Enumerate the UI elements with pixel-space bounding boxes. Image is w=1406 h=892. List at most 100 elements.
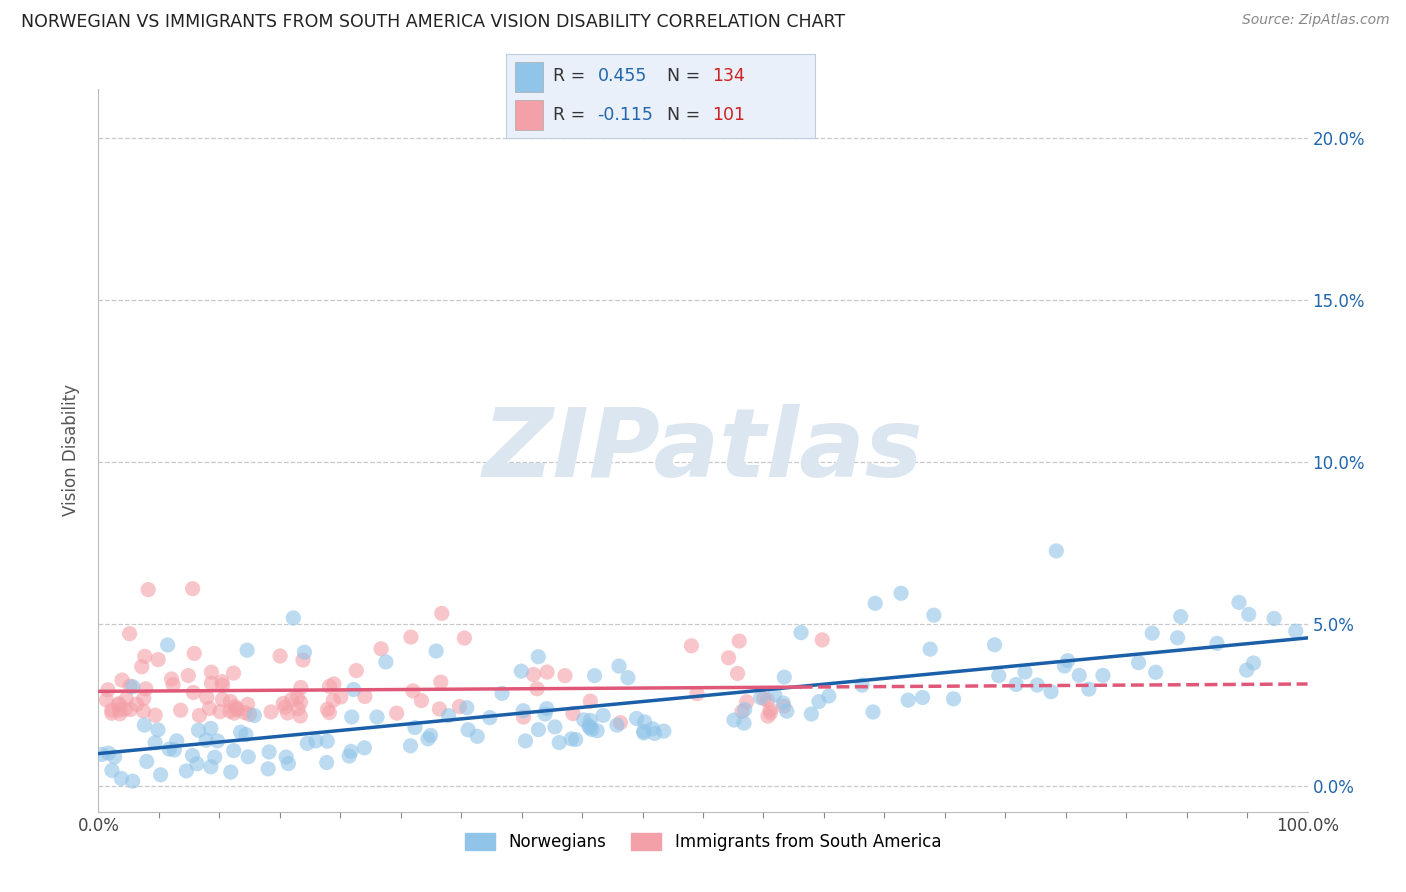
Point <box>1091 668 1114 682</box>
Point <box>437 708 460 723</box>
Point <box>772 699 794 714</box>
Point <box>851 678 873 692</box>
Point <box>385 706 408 720</box>
Point <box>734 702 756 716</box>
Point <box>425 644 447 658</box>
Point <box>104 750 127 764</box>
Point <box>609 715 631 730</box>
Point <box>419 728 441 742</box>
Point <box>322 677 344 691</box>
Point <box>862 705 884 719</box>
Text: N =: N = <box>666 68 706 86</box>
Text: -0.115: -0.115 <box>598 105 654 123</box>
Point <box>271 697 294 711</box>
Point <box>211 692 233 706</box>
Point <box>235 728 257 742</box>
Point <box>548 735 571 749</box>
Point <box>633 726 655 740</box>
Point <box>329 690 352 704</box>
Point <box>188 708 211 723</box>
Point <box>374 655 396 669</box>
Text: 0.455: 0.455 <box>598 68 647 86</box>
Point <box>257 762 280 776</box>
Point <box>366 710 388 724</box>
Point <box>633 724 655 739</box>
Point <box>626 711 648 725</box>
Point <box>399 630 422 644</box>
Point <box>579 694 602 708</box>
Point <box>322 693 344 707</box>
Point <box>156 638 179 652</box>
Point <box>200 760 222 774</box>
Point <box>176 764 198 778</box>
Point <box>287 690 309 705</box>
Point <box>132 691 155 706</box>
Point <box>316 702 339 716</box>
Point <box>728 634 751 648</box>
Point <box>772 696 794 710</box>
Point <box>1005 677 1028 691</box>
Point <box>1167 631 1189 645</box>
Point <box>115 691 138 706</box>
Point <box>318 706 340 720</box>
Point <box>402 684 425 698</box>
Point <box>337 749 360 764</box>
Point <box>132 704 155 718</box>
Point <box>644 726 666 740</box>
Point <box>652 724 675 739</box>
Point <box>90 747 112 762</box>
Point <box>257 745 280 759</box>
Point <box>146 652 169 666</box>
Point <box>554 668 576 682</box>
Point <box>1040 684 1063 698</box>
Point <box>211 674 233 689</box>
Point <box>1285 624 1308 639</box>
Point <box>727 666 749 681</box>
Point <box>560 731 582 746</box>
Point <box>449 699 471 714</box>
Point <box>222 666 245 681</box>
Text: Source: ZipAtlas.com: Source: ZipAtlas.com <box>1241 13 1389 28</box>
Point <box>807 694 830 708</box>
Point <box>759 703 782 717</box>
Point <box>108 697 131 711</box>
Point <box>606 718 628 732</box>
Point <box>114 702 136 716</box>
Point <box>340 744 363 758</box>
Point <box>512 704 534 718</box>
Point <box>759 706 782 720</box>
Point <box>276 706 298 720</box>
Point <box>416 731 439 746</box>
Point <box>121 774 143 789</box>
Point <box>429 702 451 716</box>
Point <box>200 722 222 736</box>
Point <box>198 701 221 715</box>
Point <box>1236 663 1258 677</box>
Point <box>222 744 245 758</box>
Point <box>136 582 159 597</box>
Point <box>1140 626 1163 640</box>
Point <box>342 682 364 697</box>
Point <box>749 690 772 705</box>
Point <box>1014 665 1036 679</box>
Point <box>579 721 602 735</box>
Point <box>534 706 557 721</box>
Point <box>96 693 118 707</box>
Point <box>207 734 229 748</box>
Point <box>125 698 148 712</box>
Point <box>340 710 363 724</box>
Bar <box>516 62 543 92</box>
Point <box>1128 656 1150 670</box>
Text: 101: 101 <box>711 105 745 123</box>
Text: R =: R = <box>553 105 591 123</box>
Text: ZIPatlas: ZIPatlas <box>482 404 924 497</box>
Point <box>527 649 550 664</box>
Point <box>1144 665 1167 680</box>
Point <box>1056 654 1078 668</box>
Point <box>763 688 786 702</box>
Point <box>465 729 488 743</box>
Point <box>1026 678 1049 692</box>
Point <box>776 704 799 718</box>
Point <box>756 709 779 723</box>
Point <box>1077 682 1099 697</box>
